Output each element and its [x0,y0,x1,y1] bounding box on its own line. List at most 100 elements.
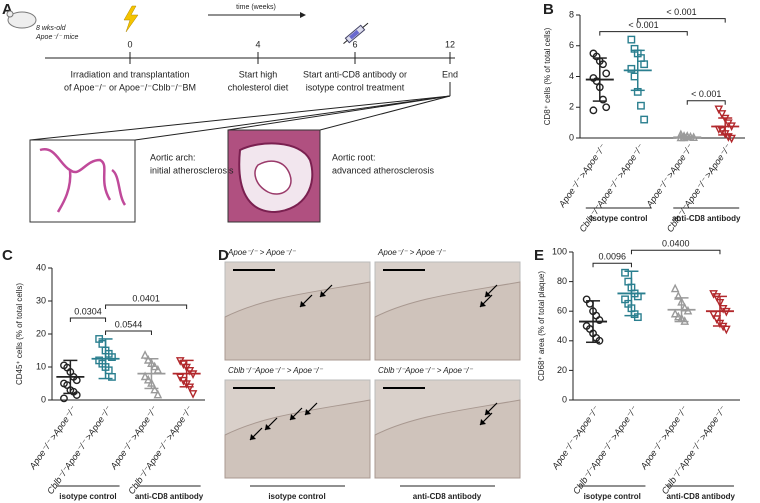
panel-label: A [2,1,13,18]
inset-label: Aortic arch: [150,152,196,162]
event-label: isotype control treatment [306,82,405,92]
p-value: 0.0400 [662,239,690,249]
mouse-label: Apoe⁻/⁻ mice [35,34,79,41]
irradiation-icon [123,5,139,33]
y-tick-label: 6 [569,40,574,50]
arrow [300,301,306,307]
data-point [627,64,636,73]
image-title: Cblb⁻/⁻Apoe⁻/⁻ > Apoe⁻/⁻ [378,366,473,375]
timeline-panel: 8 wks-old Apoe⁻/⁻ mice time (weeks) 0 4 … [6,4,458,223]
data-point [595,336,604,345]
arrow [265,424,271,430]
data-point [188,390,198,399]
data-point [670,283,680,293]
y-tick-label: 100 [552,246,567,256]
x-tick-label: Cblb⁻/⁻Apoe⁻/⁻ >Apoe⁻/⁻ [45,404,114,496]
data-point [680,302,690,312]
data-point [60,394,68,403]
arrow [305,409,311,415]
image-title: Apoe⁻/⁻ > Apoe⁻/⁻ [227,248,296,257]
time-arrow [300,12,306,18]
event-label: of Apoe⁻/⁻ or Apoe⁻/⁻Cblb⁻/⁻BM [64,82,196,92]
p-value: 0.0096 [598,252,626,262]
histology-panel: Apoe⁻/⁻ > Apoe⁻/⁻ Apoe⁻/⁻ > Apoe⁻/⁻ Cblb… [224,248,521,501]
inset-image [29,139,136,223]
data-point [637,101,645,110]
image-title: Cblb⁻/⁻Apoe⁻/⁻ > Apoe⁻/⁻ [228,366,323,375]
data-point [602,69,611,78]
mouse-icon [7,11,37,29]
group-label: isotype control [590,214,647,223]
syringe-icon [343,22,369,45]
data-point [727,134,736,144]
arrow [480,419,486,425]
arrow [320,291,326,297]
data-point [153,389,163,399]
y-tick-label: 0 [41,394,46,404]
panel-label: B [543,1,554,18]
comparison-bracket [637,18,726,23]
data-point [674,291,683,300]
y-tick-label: 80 [557,276,567,286]
data-point [722,325,731,335]
comparison-bracket [592,262,632,268]
data-point [633,313,642,322]
connector [134,95,451,141]
y-tick-label: 8 [569,9,574,19]
event-label: End [442,69,458,79]
event-label: cholesterol diet [228,82,289,92]
y-tick-label: 0 [562,394,567,404]
data-point [143,355,153,364]
comparison-bracket [686,100,726,105]
data-point [595,316,604,324]
data-point [714,105,724,115]
y-tick-label: 4 [569,71,574,81]
arrow [290,414,296,420]
panel-label: D [218,247,229,264]
tissue [374,399,521,479]
time-point: 4 [255,39,260,49]
mouse-label: 8 wks-old [36,25,67,32]
p-value: 0.0304 [74,306,102,316]
dot-chart: 0 20 40 60 80 100 CD68⁺ area (% of total plaqu… [537,239,740,501]
y-tick-label: 60 [557,306,567,316]
y-tick-label: 40 [36,262,46,272]
image-title: Apoe⁻/⁻ > Apoe⁻/⁻ [377,248,446,257]
y-axis-label: CD45⁺ cells (% of total cells) [15,283,24,385]
y-tick-label: 2 [569,102,574,112]
event-label: Irradiation and transplantation [70,69,189,79]
group-label: anti-CD8 antibody [672,214,741,223]
y-axis-label: CD68⁺ area (% of total plaque) [537,271,546,381]
arrow [250,434,256,440]
p-value: 0.0544 [115,319,143,329]
y-tick-label: 30 [36,295,46,305]
arrow [480,301,486,307]
comparison-bracket [69,317,107,322]
comparison-bracket [599,31,688,36]
y-tick-label: 20 [36,328,46,338]
arrow [485,291,491,297]
y-tick-label: 10 [36,361,46,371]
group-label: isotype control [268,492,325,501]
group-label: isotype control [59,492,116,501]
group-label: anti-CD8 antibody [667,492,736,501]
x-tick-label: Cblb⁻/⁻Apoe⁻/⁻ >Apoe⁻/⁻ [571,404,640,496]
data-point [717,110,727,119]
connector [29,95,451,141]
tissue [224,281,371,361]
mouse-icon [6,10,14,18]
data-point [712,315,722,324]
group-label: anti-CD8 antibody [413,492,482,501]
data-point [630,72,639,81]
data-point [140,371,150,381]
p-value: < 0.001 [666,7,696,17]
data-point [108,373,116,381]
inset-label: advanced atherosclerosis [332,165,435,175]
comparison-bracket [105,330,152,335]
data-point [640,60,649,69]
inset-label: initial atherosclerosis [150,165,234,175]
arrow [485,409,491,415]
data-point [150,361,159,371]
time-label: time (weeks) [236,4,276,11]
